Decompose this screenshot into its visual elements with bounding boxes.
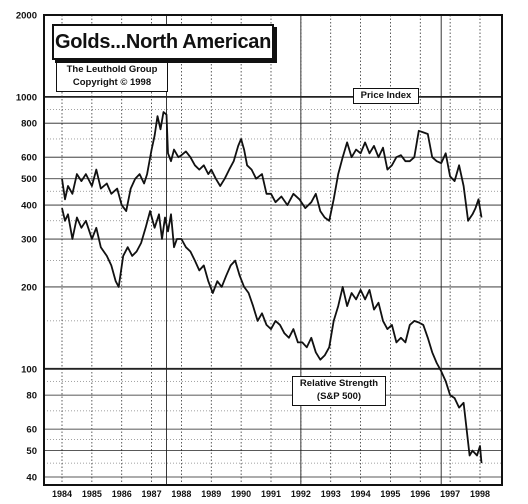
relative-strength-line <box>61 207 483 464</box>
y-tick-label: 500 <box>21 174 37 185</box>
price-index-label-text: Price Index <box>360 90 412 101</box>
x-tick-label: 1992 <box>291 489 311 499</box>
y-tick-label: 1000 <box>16 92 37 103</box>
y-tick-label: 800 <box>21 119 37 130</box>
x-tick-label: 1991 <box>261 489 281 499</box>
plot-frame <box>43 14 503 486</box>
x-tick-label: 1998 <box>470 489 490 499</box>
y-tick-label: 40 <box>26 473 37 484</box>
y-tick-label: 600 <box>21 153 37 164</box>
price-index-line <box>61 111 483 222</box>
y-tick-label: 200 <box>21 282 37 293</box>
source-credit-line-1: The Leuthold Group <box>66 64 158 75</box>
price-index-label: Price Index <box>353 88 419 104</box>
relative-strength-label-line-1: Relative Strength <box>299 378 379 389</box>
series-layer <box>61 111 483 464</box>
x-tick-label: 1994 <box>351 489 371 499</box>
grid-layer <box>44 15 502 485</box>
x-tick-label: 1986 <box>112 489 132 499</box>
relative-strength-label-line-2: (S&P 500) <box>316 391 362 402</box>
x-tick-label: 1984 <box>52 489 72 499</box>
y-tick-label: 80 <box>26 391 37 402</box>
source-credit: The Leuthold Group Copyright © 1998 <box>56 62 168 92</box>
y-tick-label: 300 <box>21 235 37 246</box>
x-tick-label: 1995 <box>380 489 400 499</box>
axis-layer: 2000 1000 800 600 500 400 300 200 100 80 60 50 40 198… <box>16 11 490 500</box>
x-tick-label: 1993 <box>321 489 341 499</box>
x-tick-label: 1996 <box>410 489 430 499</box>
x-tick-label: 1989 <box>201 489 221 499</box>
y-tick-label: 2000 <box>16 11 37 22</box>
y-tick-label: 400 <box>21 201 37 212</box>
x-tick-label: 1997 <box>440 489 460 499</box>
x-tick-label: 1985 <box>82 489 102 499</box>
y-tick-label: 60 <box>26 425 37 436</box>
y-tick-label: 100 <box>21 364 37 375</box>
relative-strength-label: Relative Strength (S&P 500) <box>292 376 386 406</box>
chart-title: Golds...North American <box>52 24 274 60</box>
x-tick-label: 1988 <box>171 489 191 499</box>
y-tick-label: 50 <box>26 446 37 457</box>
x-tick-label: 1990 <box>231 489 251 499</box>
x-tick-label: 1987 <box>142 489 162 499</box>
source-credit-line-2: Copyright © 1998 <box>72 77 152 88</box>
